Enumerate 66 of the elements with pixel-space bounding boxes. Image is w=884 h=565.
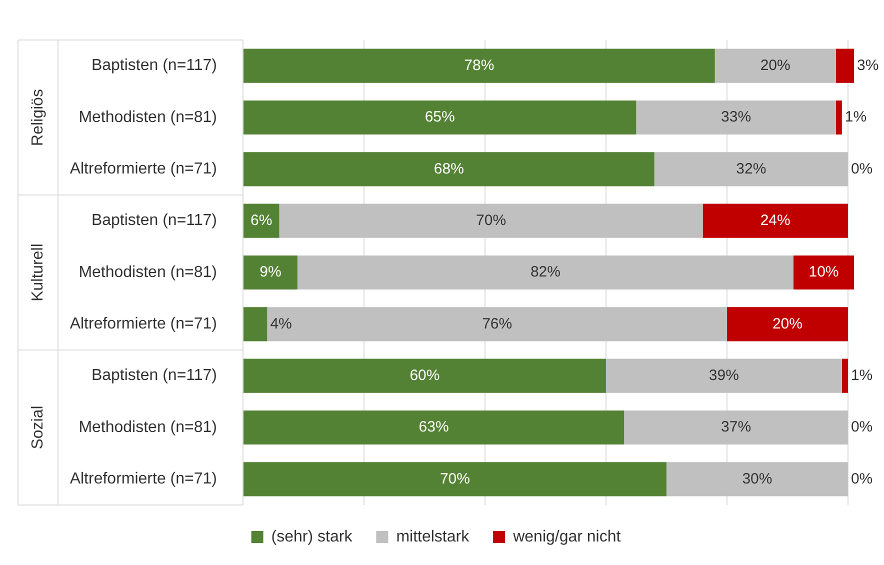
bar — [702, 204, 848, 238]
bar — [636, 100, 836, 135]
data-label: 10% — [808, 264, 839, 281]
y-tick-label: Altreformierte (n=71) — [70, 316, 217, 333]
data-label: 68% — [434, 160, 464, 178]
data-label: 0% — [850, 470, 873, 488]
data-label: 4% — [270, 315, 292, 332]
y-tick-label: Altreformierte (n=71) — [70, 470, 217, 488]
bar — [244, 307, 268, 342]
data-label: 39% — [708, 366, 739, 384]
y-tick-label: Altreformierte (n=71) — [70, 160, 217, 178]
data-label: 20% — [760, 56, 790, 74]
bar — [244, 48, 715, 83]
bar — [666, 462, 848, 496]
data-label: 9% — [260, 264, 282, 281]
y-tick-label: Baptisten (n=117) — [91, 57, 217, 74]
data-label: 65% — [424, 108, 455, 126]
bar — [606, 358, 842, 393]
bar — [244, 255, 298, 290]
legend-label: mittelstark — [396, 528, 470, 546]
bar — [726, 307, 848, 342]
text: Religiös — [29, 89, 46, 146]
data-label: 30% — [742, 470, 772, 488]
legend-label: (sehr) stark — [271, 528, 354, 546]
bar — [244, 100, 636, 135]
bar — [244, 152, 654, 186]
y-tick-label: Baptisten (n=117) — [91, 212, 217, 230]
data-label: 24% — [760, 212, 790, 229]
bar — [244, 462, 666, 496]
text: Kulturell — [29, 244, 46, 302]
data-label: 78% — [464, 56, 494, 74]
bar — [836, 100, 842, 135]
data-label: 70% — [440, 470, 470, 488]
bar — [297, 255, 794, 290]
y-tick-label: Methodisten (n=81) — [78, 264, 217, 281]
data-label: 0% — [850, 160, 873, 178]
data-label: 33% — [721, 108, 752, 126]
data-label: 37% — [721, 418, 752, 436]
data-label: 1% — [850, 366, 873, 384]
bar — [836, 48, 854, 83]
data-label: 82% — [530, 264, 560, 281]
data-label: 6% — [250, 212, 272, 229]
bar — [842, 358, 848, 393]
bar — [244, 410, 624, 445]
data-label: 1% — [844, 108, 867, 126]
data-label: 63% — [418, 418, 449, 436]
bar — [624, 410, 848, 445]
data-label: 76% — [482, 315, 512, 332]
legend-label: wenig/gar nicht — [512, 528, 622, 546]
bar — [244, 358, 606, 393]
data-label: 3% — [856, 56, 879, 74]
bar — [794, 255, 854, 290]
data-label: 32% — [736, 160, 766, 178]
data-label: 60% — [410, 366, 440, 384]
bar — [267, 307, 727, 342]
y-tick-label: Methodisten (n=81) — [78, 418, 217, 436]
text: Sozial — [29, 406, 46, 450]
data-label: 0% — [850, 418, 873, 436]
bar — [714, 48, 836, 83]
bar — [279, 204, 703, 238]
data-label: 70% — [476, 212, 506, 229]
y-tick-label: Baptisten (n=117) — [91, 367, 217, 384]
y-tick-label: Methodisten (n=81) — [78, 108, 217, 126]
bar — [244, 204, 280, 238]
bar — [654, 152, 848, 186]
data-label: 20% — [772, 315, 802, 332]
